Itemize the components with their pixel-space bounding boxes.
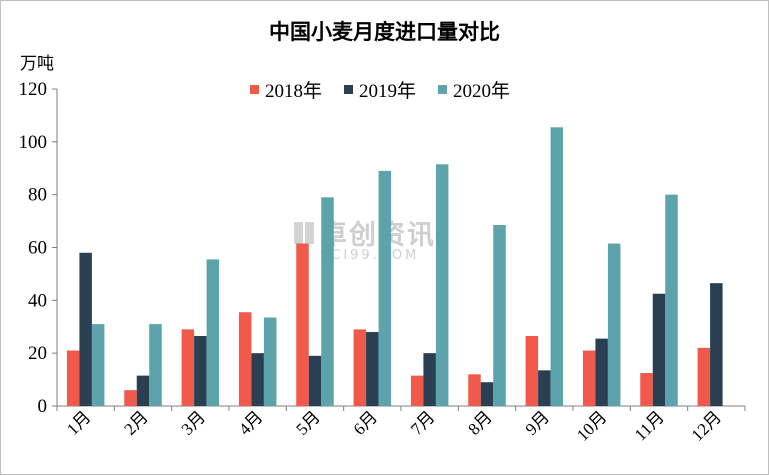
legend: 2018年 2019年 2020年 (250, 76, 532, 103)
watermark-logo-icon (294, 221, 314, 244)
y-tick-label: 20 (28, 343, 47, 364)
watermark-text-cn: 卓创资讯 (320, 220, 436, 251)
legend-swatch-2018 (250, 85, 259, 94)
bar-2018年-2月 (124, 390, 137, 406)
bar-2018年-1月 (66, 350, 80, 406)
bar-2019年-2月 (136, 375, 150, 406)
x-category-label: 9月 (522, 407, 553, 438)
legend-swatch-2020 (438, 85, 448, 94)
y-tick-label: 120 (19, 79, 48, 100)
legend-item-2019: 2019年 (344, 76, 416, 103)
legend-swatch-2019 (344, 85, 354, 94)
x-category-label: 3月 (178, 407, 209, 438)
x-category-label: 2月 (120, 407, 151, 438)
bar-2019年-9月 (538, 370, 551, 406)
bar-2019年-4月 (251, 353, 264, 406)
x-category-label: 6月 (350, 407, 381, 438)
bar-2020年-11月 (665, 194, 678, 406)
watermark-text-en: SCI99.COM (320, 248, 420, 263)
legend-label-2020: 2020年 (453, 81, 511, 102)
y-tick-label: 100 (19, 132, 48, 153)
bar-2019年-7月 (423, 353, 436, 406)
y-tick-label: 0 (38, 396, 48, 417)
y-tick-label: 80 (28, 185, 47, 206)
y-tick-label: 60 (28, 238, 47, 259)
bar-2019年-1月 (79, 252, 92, 406)
x-category-label: 12月 (688, 407, 725, 444)
bar-2018年-10月 (582, 350, 596, 406)
bar-2020年-2月 (149, 324, 162, 406)
bar-2020年-8月 (493, 225, 506, 406)
bar-2020年-7月 (435, 164, 449, 406)
bar-2019年-5月 (308, 355, 322, 406)
x-category-label: 7月 (407, 407, 438, 438)
legend-label-2019: 2019年 (359, 81, 417, 102)
watermark: 卓创资讯 SCI99.COM (294, 213, 436, 263)
x-category-label: 8月 (464, 407, 495, 438)
bar-2020年-6月 (378, 170, 392, 406)
bar-2018年-12月 (697, 347, 711, 406)
bar-2019年-10月 (595, 338, 608, 406)
x-category-label: 4月 (235, 407, 266, 438)
legend-item-2018: 2018年 (250, 76, 322, 103)
bar-2018年-5月 (296, 243, 309, 406)
legend-item-2020: 2020年 (438, 76, 510, 103)
bar-2018年-11月 (640, 372, 653, 406)
bar-2020年-1月 (91, 324, 105, 406)
bar-2018年-8月 (468, 374, 481, 406)
bar-2020年-3月 (206, 259, 220, 406)
x-category-label: 11月 (631, 407, 668, 444)
legend-label-2018: 2018年 (265, 81, 323, 102)
bar-2019年-6月 (366, 332, 379, 406)
bar-2019年-8月 (480, 382, 494, 406)
x-category-label: 10月 (573, 407, 610, 444)
bar-2020年-9月 (550, 127, 564, 406)
y-tick-label: 40 (28, 290, 47, 311)
chart-title: 中国小麦月度进口量对比 (269, 20, 500, 44)
bar-2020年-4月 (263, 317, 277, 406)
bar-2018年-6月 (353, 329, 367, 406)
bar-2018年-3月 (181, 329, 195, 406)
bar-2018年-9月 (525, 335, 539, 406)
y-axis-unit-label: 万吨 (20, 54, 54, 74)
bar-2018年-7月 (410, 375, 424, 406)
bar-2019年-3月 (194, 335, 207, 406)
x-category-label: 5月 (292, 407, 323, 438)
bar-2019年-11月 (652, 293, 666, 406)
bar-2020年-10月 (607, 243, 621, 406)
bar-2018年-4月 (238, 312, 252, 406)
bar-2019年-12月 (710, 283, 723, 406)
x-category-label: 1月 (63, 407, 94, 438)
bar-2020年-5月 (321, 197, 334, 406)
